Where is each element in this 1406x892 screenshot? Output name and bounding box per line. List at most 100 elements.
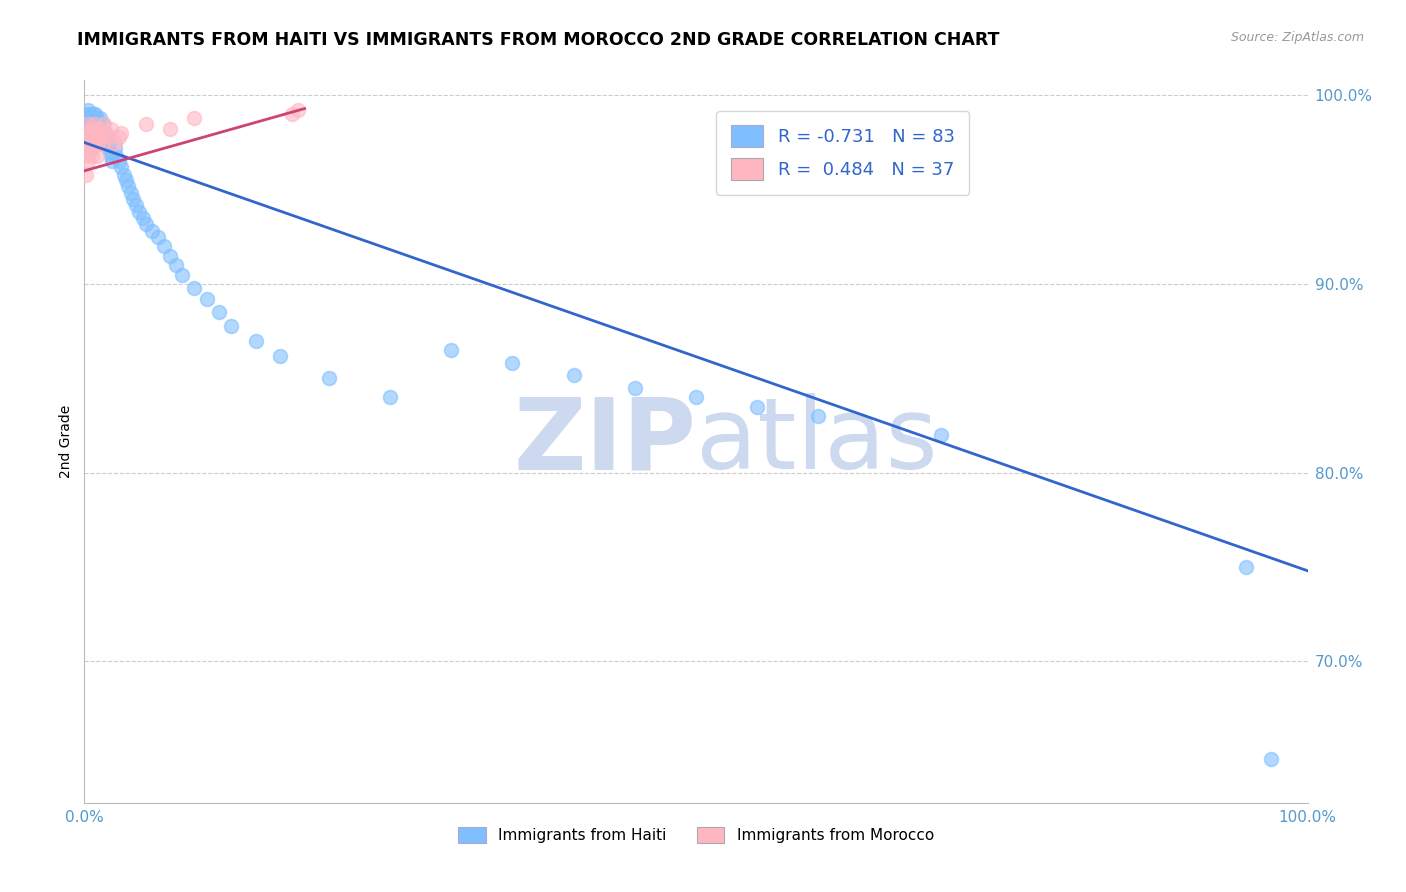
Point: [562, 368, 585, 382]
Legend: Immigrants from Haiti, Immigrants from Morocco: Immigrants from Haiti, Immigrants from M…: [453, 822, 939, 849]
Point: [100, 149, 122, 163]
Point: [97, 129, 120, 144]
Point: [84, 129, 107, 144]
Point: [84, 136, 107, 150]
Point: [807, 409, 830, 423]
Point: [84, 117, 107, 131]
Point: [77, 111, 100, 125]
Point: [84, 107, 107, 121]
Point: [91, 117, 114, 131]
Point: [77, 103, 100, 118]
Point: [82, 141, 104, 155]
Point: [624, 381, 647, 395]
Point: [159, 122, 181, 136]
Point: [165, 258, 187, 272]
Point: [87, 136, 110, 150]
Point: [135, 117, 157, 131]
Point: [89, 129, 111, 144]
Point: [86, 149, 108, 163]
Point: [79, 117, 101, 131]
Point: [747, 400, 769, 414]
Point: [141, 224, 163, 238]
Point: [101, 154, 124, 169]
Point: [77, 126, 100, 140]
Point: [77, 136, 100, 150]
Point: [91, 136, 114, 150]
Point: [94, 136, 117, 150]
Point: [105, 149, 128, 163]
Point: [86, 111, 108, 125]
Point: [80, 122, 103, 136]
Point: [86, 126, 108, 140]
Point: [172, 268, 194, 282]
Point: [86, 122, 108, 136]
Point: [128, 205, 150, 219]
Point: [100, 122, 122, 136]
Point: [135, 217, 157, 231]
Point: [153, 239, 176, 253]
Point: [208, 305, 231, 319]
Point: [96, 126, 118, 140]
Point: [107, 129, 129, 144]
Point: [89, 111, 111, 125]
Point: [120, 186, 142, 201]
Point: [146, 230, 169, 244]
Point: [1260, 752, 1282, 766]
Point: [77, 145, 100, 159]
Point: [281, 107, 304, 121]
Point: [76, 122, 98, 136]
Point: [79, 129, 101, 144]
Point: [77, 136, 100, 150]
Point: [117, 178, 139, 193]
Point: [77, 117, 100, 131]
Point: [110, 126, 132, 140]
Point: [87, 126, 110, 140]
Point: [80, 111, 103, 125]
Point: [87, 117, 110, 131]
Point: [195, 292, 218, 306]
Point: [107, 154, 129, 169]
Point: [83, 117, 105, 131]
Point: [79, 107, 101, 121]
Point: [76, 136, 98, 150]
Point: [82, 129, 104, 144]
Point: [380, 390, 402, 404]
Text: ZIP: ZIP: [513, 393, 696, 490]
Point: [685, 390, 707, 404]
Point: [125, 198, 148, 212]
Point: [112, 168, 135, 182]
Point: [97, 136, 120, 150]
Point: [318, 371, 340, 385]
Point: [77, 154, 100, 169]
Point: [104, 141, 127, 155]
Point: [76, 111, 98, 125]
Point: [77, 141, 100, 155]
Point: [219, 318, 242, 333]
Text: IMMIGRANTS FROM HAITI VS IMMIGRANTS FROM MOROCCO 2ND GRADE CORRELATION CHART: IMMIGRANTS FROM HAITI VS IMMIGRANTS FROM…: [77, 31, 1000, 49]
Point: [91, 129, 114, 144]
Point: [82, 126, 104, 140]
Point: [502, 356, 524, 370]
Point: [82, 107, 104, 121]
Point: [83, 136, 105, 150]
Point: [440, 343, 463, 357]
Point: [79, 141, 101, 155]
Point: [132, 211, 155, 225]
Point: [77, 117, 100, 131]
Point: [87, 136, 110, 150]
Point: [77, 126, 100, 140]
Point: [79, 136, 101, 150]
Point: [83, 111, 105, 125]
Point: [76, 149, 98, 163]
Point: [104, 136, 127, 150]
Point: [75, 107, 97, 121]
Y-axis label: 2nd Grade: 2nd Grade: [59, 405, 73, 478]
Point: [122, 192, 145, 206]
Point: [90, 136, 112, 150]
Point: [80, 136, 103, 150]
Point: [87, 122, 110, 136]
Point: [269, 349, 291, 363]
Point: [87, 129, 110, 144]
Point: [929, 428, 952, 442]
Point: [75, 168, 97, 182]
